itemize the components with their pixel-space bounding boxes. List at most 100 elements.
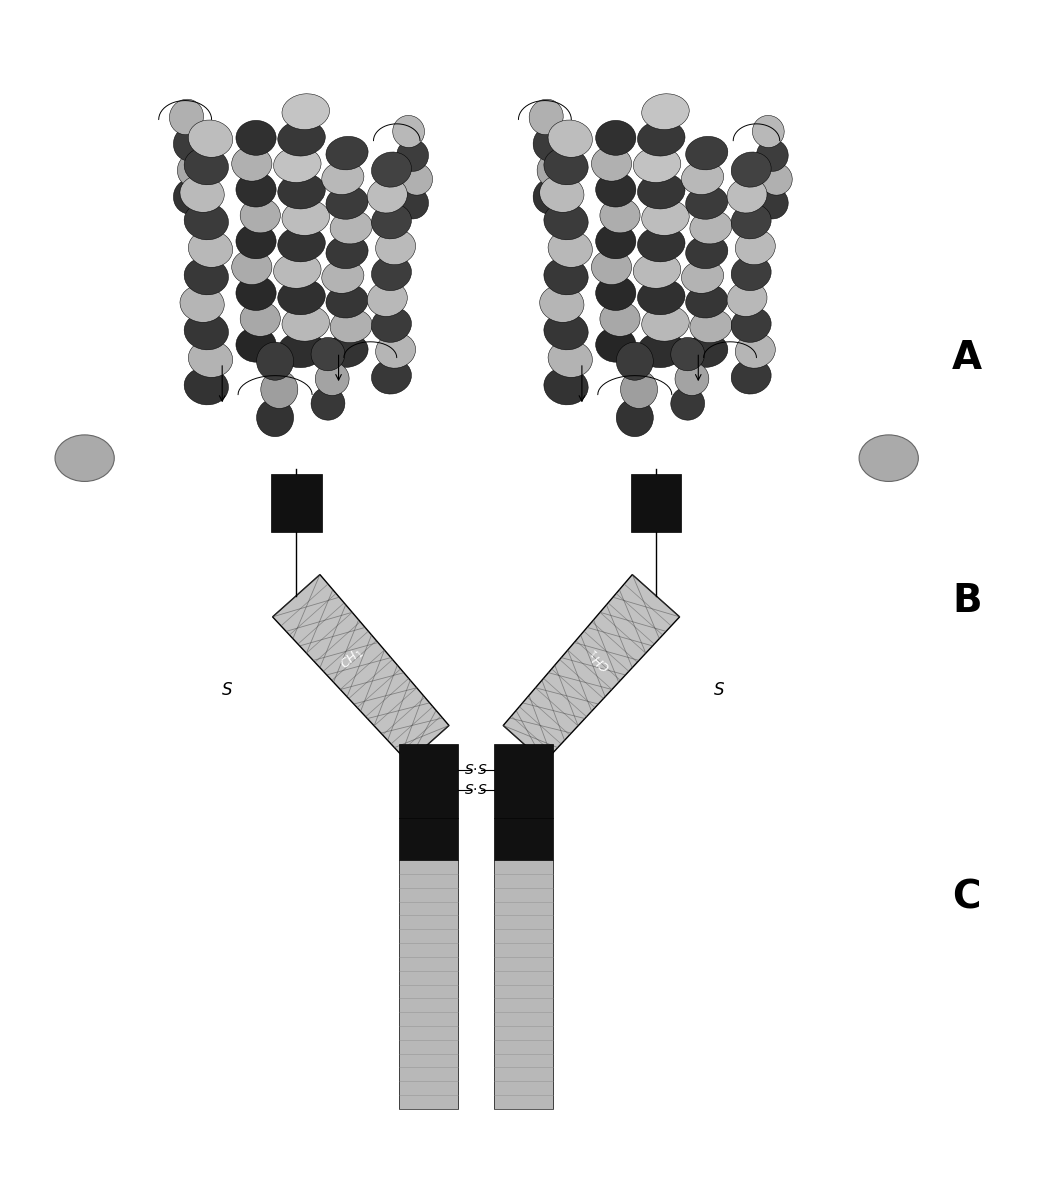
- Ellipse shape: [278, 120, 325, 156]
- Ellipse shape: [278, 173, 325, 209]
- Text: $CH_1$: $CH_1$: [586, 645, 615, 673]
- Ellipse shape: [278, 226, 325, 262]
- Ellipse shape: [367, 178, 407, 213]
- Ellipse shape: [236, 275, 276, 310]
- Ellipse shape: [642, 305, 689, 341]
- Bar: [494, 744, 553, 817]
- Ellipse shape: [596, 224, 636, 258]
- Ellipse shape: [533, 126, 567, 161]
- Ellipse shape: [686, 236, 728, 268]
- Ellipse shape: [596, 327, 636, 362]
- Text: $CH_1$: $CH_1$: [338, 645, 366, 673]
- Ellipse shape: [600, 198, 640, 233]
- Ellipse shape: [236, 327, 276, 362]
- Ellipse shape: [591, 147, 632, 182]
- Ellipse shape: [548, 230, 592, 267]
- Ellipse shape: [756, 139, 788, 172]
- Bar: [271, 474, 322, 532]
- Ellipse shape: [671, 387, 705, 421]
- Ellipse shape: [681, 260, 724, 293]
- Bar: [494, 817, 553, 861]
- Ellipse shape: [178, 153, 212, 188]
- Ellipse shape: [180, 175, 224, 213]
- Ellipse shape: [330, 309, 372, 343]
- Ellipse shape: [184, 257, 229, 294]
- Bar: [399, 744, 458, 817]
- Text: B: B: [952, 582, 982, 620]
- Ellipse shape: [596, 172, 636, 207]
- Ellipse shape: [184, 148, 229, 185]
- Ellipse shape: [232, 250, 272, 285]
- Ellipse shape: [544, 368, 588, 405]
- Ellipse shape: [600, 302, 640, 337]
- Ellipse shape: [274, 147, 321, 183]
- Bar: [631, 474, 681, 532]
- Ellipse shape: [393, 115, 424, 148]
- Ellipse shape: [326, 186, 368, 219]
- Ellipse shape: [686, 186, 728, 219]
- Ellipse shape: [240, 302, 280, 337]
- Ellipse shape: [371, 203, 412, 239]
- Ellipse shape: [681, 161, 724, 195]
- Ellipse shape: [367, 281, 407, 316]
- Polygon shape: [504, 575, 679, 762]
- Ellipse shape: [735, 230, 776, 264]
- Ellipse shape: [731, 256, 771, 291]
- Ellipse shape: [727, 281, 767, 316]
- Ellipse shape: [315, 362, 349, 395]
- Ellipse shape: [236, 172, 276, 207]
- Ellipse shape: [616, 343, 653, 380]
- Ellipse shape: [371, 256, 412, 291]
- Ellipse shape: [174, 179, 207, 214]
- Ellipse shape: [371, 308, 412, 343]
- Ellipse shape: [761, 163, 792, 195]
- Text: A: A: [952, 339, 982, 376]
- Ellipse shape: [731, 151, 771, 188]
- Ellipse shape: [232, 147, 272, 182]
- Ellipse shape: [638, 226, 685, 262]
- Ellipse shape: [397, 186, 428, 219]
- Ellipse shape: [174, 126, 207, 161]
- Ellipse shape: [240, 198, 280, 233]
- Ellipse shape: [686, 334, 728, 368]
- Text: $S{\cdot}S$: $S{\cdot}S$: [464, 763, 488, 776]
- Ellipse shape: [169, 100, 203, 135]
- Ellipse shape: [326, 136, 368, 169]
- Ellipse shape: [537, 153, 571, 188]
- Ellipse shape: [401, 163, 433, 195]
- Ellipse shape: [675, 362, 709, 395]
- Ellipse shape: [188, 340, 233, 377]
- Ellipse shape: [756, 186, 788, 219]
- Ellipse shape: [322, 161, 364, 195]
- Bar: [494, 861, 553, 1108]
- Ellipse shape: [326, 236, 368, 268]
- Ellipse shape: [638, 332, 685, 368]
- Ellipse shape: [727, 178, 767, 213]
- Ellipse shape: [859, 435, 918, 482]
- Ellipse shape: [282, 94, 329, 130]
- Ellipse shape: [282, 200, 329, 236]
- Ellipse shape: [544, 257, 588, 294]
- Ellipse shape: [180, 285, 224, 322]
- Ellipse shape: [642, 200, 689, 236]
- Ellipse shape: [686, 136, 728, 169]
- Ellipse shape: [236, 224, 276, 258]
- Ellipse shape: [330, 210, 372, 244]
- Ellipse shape: [326, 334, 368, 368]
- Ellipse shape: [544, 148, 588, 185]
- Ellipse shape: [256, 343, 293, 380]
- Ellipse shape: [596, 275, 636, 310]
- Bar: [399, 861, 458, 1108]
- Ellipse shape: [326, 285, 368, 319]
- Ellipse shape: [544, 313, 588, 350]
- Ellipse shape: [620, 370, 658, 409]
- Ellipse shape: [671, 338, 705, 370]
- Ellipse shape: [731, 203, 771, 239]
- Ellipse shape: [752, 115, 784, 148]
- Ellipse shape: [311, 338, 345, 370]
- Ellipse shape: [690, 210, 732, 244]
- Ellipse shape: [371, 151, 412, 188]
- Ellipse shape: [397, 139, 428, 172]
- Ellipse shape: [731, 308, 771, 343]
- Ellipse shape: [548, 340, 592, 377]
